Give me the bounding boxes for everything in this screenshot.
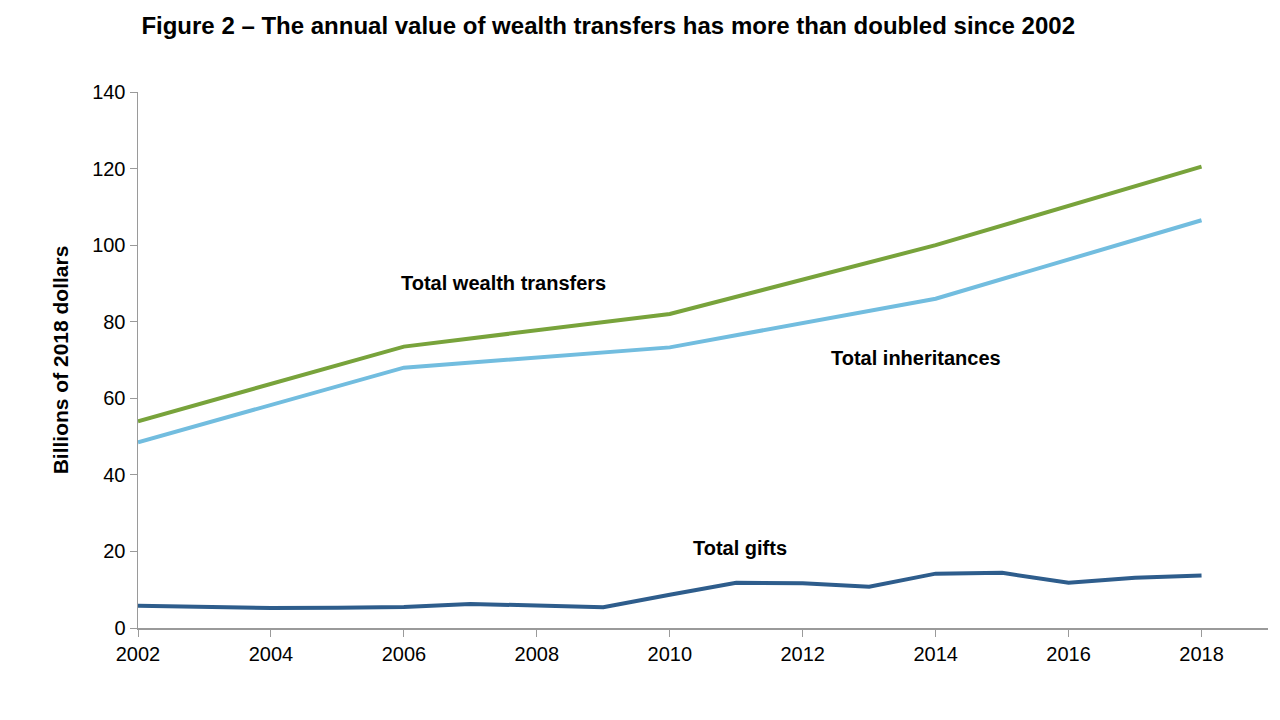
svg-text:Figure 2 – The annual value of: Figure 2 – The annual value of wealth tr… [141, 12, 1075, 39]
svg-text:Billions of 2018 dollars: Billions of 2018 dollars [49, 246, 72, 475]
svg-text:100: 100 [92, 234, 125, 256]
svg-text:0: 0 [114, 617, 125, 639]
svg-text:2002: 2002 [116, 643, 161, 665]
svg-text:80: 80 [103, 311, 125, 333]
svg-text:2016: 2016 [1046, 643, 1091, 665]
svg-text:2018: 2018 [1179, 643, 1224, 665]
svg-text:2014: 2014 [913, 643, 958, 665]
svg-text:2004: 2004 [249, 643, 294, 665]
svg-text:2008: 2008 [515, 643, 560, 665]
svg-text:Total gifts: Total gifts [693, 537, 787, 559]
svg-text:2010: 2010 [648, 643, 693, 665]
svg-text:2006: 2006 [382, 643, 427, 665]
svg-text:140: 140 [92, 81, 125, 103]
svg-text:40: 40 [103, 464, 125, 486]
svg-text:20: 20 [103, 540, 125, 562]
svg-text:2012: 2012 [780, 643, 825, 665]
svg-text:120: 120 [92, 158, 125, 180]
svg-text:60: 60 [103, 387, 125, 409]
svg-text:Total wealth transfers: Total wealth transfers [401, 272, 606, 294]
svg-text:Total inheritances: Total inheritances [831, 347, 1001, 369]
